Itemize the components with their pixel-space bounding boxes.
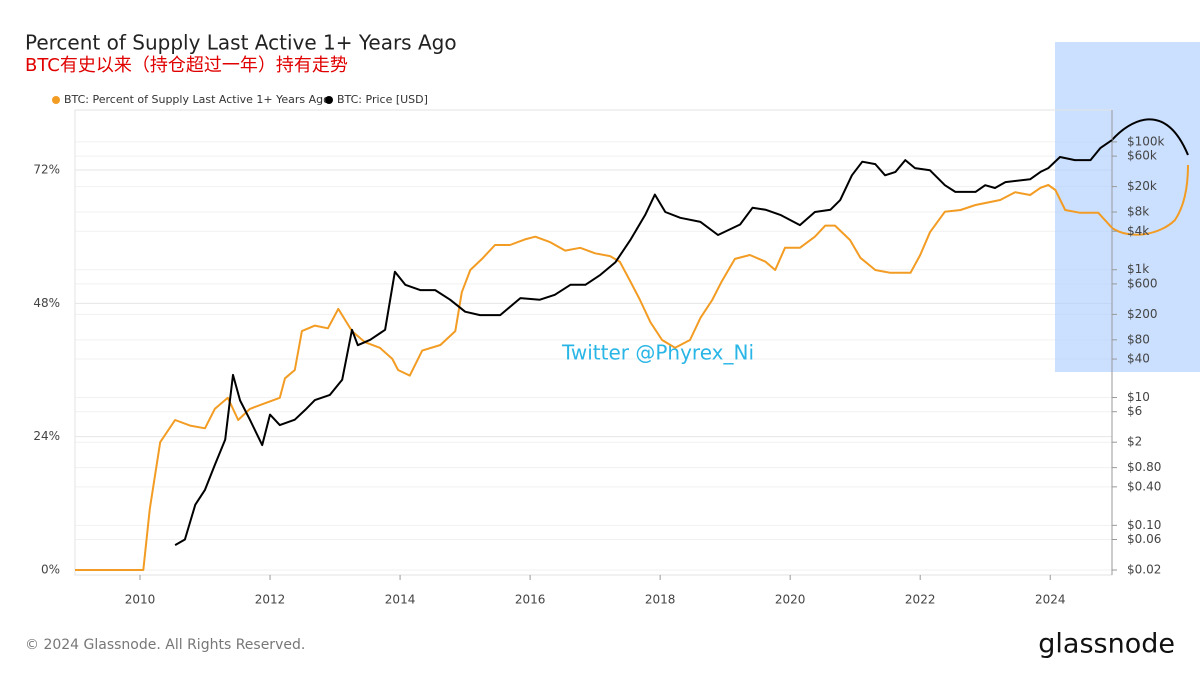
y-tick-label: 48% bbox=[33, 296, 60, 310]
legend-label: BTC: Percent of Supply Last Active 1+ Ye… bbox=[64, 93, 330, 106]
y2-tick-label: $0.80 bbox=[1127, 460, 1161, 474]
y2-tick-label: $0.10 bbox=[1127, 518, 1161, 532]
y2-tick-label: $20k bbox=[1127, 179, 1157, 193]
y2-tick-label: $1k bbox=[1127, 262, 1149, 276]
y2-tick-label: $4k bbox=[1127, 224, 1149, 238]
y2-tick-label: $2 bbox=[1127, 435, 1142, 449]
y2-tick-label: $100k bbox=[1127, 134, 1165, 148]
chart-title: Percent of Supply Last Active 1+ Years A… bbox=[25, 31, 457, 55]
x-tick-label: 2010 bbox=[125, 593, 156, 607]
y2-tick-label: $0.02 bbox=[1127, 562, 1161, 576]
y-tick-label: 0% bbox=[41, 563, 60, 577]
watermark: Twitter @Phyrex_Ni bbox=[561, 341, 754, 365]
y2-tick-label: $0.06 bbox=[1127, 532, 1161, 546]
series-line bbox=[174, 139, 1113, 546]
y2-tick-label: $0.40 bbox=[1127, 479, 1161, 493]
y2-tick-label: $40 bbox=[1127, 352, 1150, 366]
highlight-box bbox=[1055, 42, 1200, 372]
y2-tick-label: $80 bbox=[1127, 332, 1150, 346]
y2-tick-label: $8k bbox=[1127, 205, 1149, 219]
x-tick-label: 2014 bbox=[385, 593, 416, 607]
x-tick-label: 2024 bbox=[1035, 593, 1066, 607]
brand-logo: glassnode bbox=[1038, 629, 1175, 660]
projection-sketch bbox=[1111, 164, 1189, 236]
y-tick-label: 72% bbox=[33, 163, 60, 177]
chart-subtitle: BTC有史以来（持仓超过一年）持有走势 bbox=[25, 55, 348, 76]
y2-tick-label: $10 bbox=[1127, 390, 1150, 404]
y2-tick-label: $600 bbox=[1127, 276, 1158, 290]
y2-tick-label: $200 bbox=[1127, 307, 1158, 321]
x-tick-label: 2020 bbox=[775, 593, 806, 607]
y-tick-label: 24% bbox=[33, 429, 60, 443]
x-tick-label: 2018 bbox=[645, 593, 676, 607]
legend-swatch bbox=[52, 96, 60, 104]
x-tick-label: 2022 bbox=[905, 593, 936, 607]
projection-sketch bbox=[1111, 118, 1189, 156]
y2-tick-label: $60k bbox=[1127, 149, 1157, 163]
legend-swatch bbox=[325, 96, 333, 104]
legend-label: BTC: Price [USD] bbox=[337, 93, 428, 106]
footer: © 2024 Glassnode. All Rights Reserved. bbox=[25, 637, 305, 653]
x-tick-label: 2016 bbox=[515, 593, 546, 607]
x-tick-label: 2012 bbox=[255, 593, 286, 607]
y2-tick-label: $6 bbox=[1127, 404, 1142, 418]
series-line bbox=[75, 184, 1113, 571]
